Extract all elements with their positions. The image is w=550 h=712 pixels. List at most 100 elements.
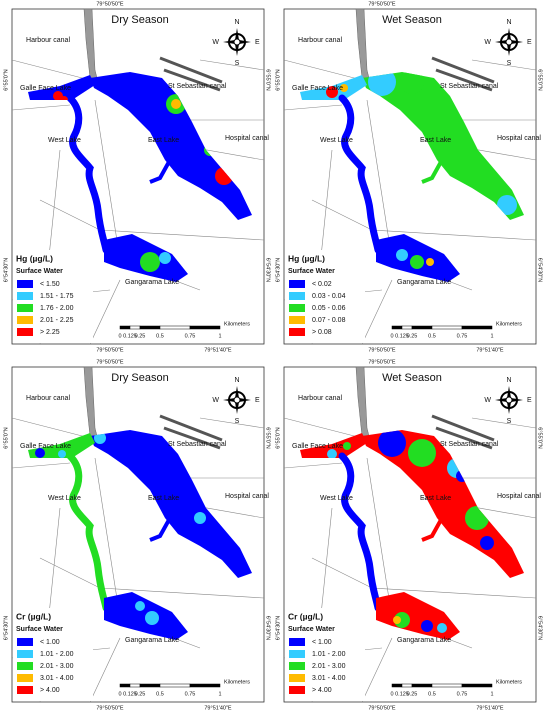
- concentration-zone: [426, 258, 434, 266]
- road: [11, 59, 91, 81]
- coord-label: 6°55'0"N: [275, 427, 281, 448]
- scale-tick: 1: [490, 333, 493, 339]
- compass-letter: N: [234, 19, 239, 26]
- map-panel: Wet Season 79°50'50"E 79°50'50"E 79°51'40"E…: [275, 359, 542, 711]
- hospital-canal: [149, 517, 172, 542]
- scale-segment: [159, 325, 191, 330]
- legend-subtitle: Surface Water: [16, 626, 63, 633]
- compass-center: [505, 396, 513, 404]
- legend-label: > 0.08: [312, 329, 332, 336]
- compass-center: [505, 38, 513, 46]
- coord-label: 6°54'30"N: [275, 258, 281, 282]
- place-label: Galle Face Lake: [292, 85, 343, 92]
- scale-tick: 0: [390, 691, 393, 697]
- st-sebastian-canal: [431, 414, 495, 450]
- scale-tick: 0.5: [428, 691, 436, 697]
- concentration-zone: [421, 620, 433, 632]
- legend-title: Hg (µg/L): [288, 253, 325, 263]
- place-label: Hospital canal: [497, 493, 541, 500]
- scale-unit: Kilometers: [496, 679, 522, 685]
- compass-letter: E: [255, 397, 260, 404]
- north-arrow: N E S W: [212, 377, 260, 425]
- coord-label: 79°51'40"E: [476, 347, 504, 353]
- legend-swatch: [289, 292, 305, 300]
- concentration-zone: [408, 439, 436, 467]
- legend-swatch: [17, 304, 33, 312]
- legend-label: 3.01 - 4.00: [312, 675, 346, 682]
- legend-swatch: [289, 686, 305, 694]
- road: [89, 637, 121, 703]
- coord-label: 79°50'50"E: [368, 705, 396, 711]
- compass-letter: W: [212, 39, 219, 46]
- place-label: West Lake: [48, 137, 81, 144]
- scale-tick: 0.125: [123, 333, 137, 339]
- scale-unit: Kilometers: [496, 321, 522, 327]
- place-label: Galle Face Lake: [20, 85, 71, 92]
- legend-swatch: [289, 280, 305, 288]
- north-arrow: N E S W: [484, 19, 532, 67]
- legend-swatch: [289, 662, 305, 670]
- coord-label: 6°54'30"N: [3, 258, 9, 282]
- scale-tick: 1: [218, 691, 221, 697]
- hospital-canal: [421, 159, 444, 184]
- road: [199, 417, 265, 429]
- scale-segment: [431, 325, 463, 330]
- place-label: St Sebastian canal: [168, 83, 227, 90]
- west-lake: [338, 94, 382, 254]
- map-panel: Dry Season 79°50'50"E 79°50'50"E 79°51'40"E…: [3, 1, 270, 353]
- place-label: East Lake: [148, 137, 179, 144]
- compass-letter: S: [507, 418, 512, 425]
- coord-label: 6°54'30"N: [3, 616, 9, 640]
- west-lake: [66, 94, 110, 254]
- scale-segment: [159, 683, 191, 688]
- road: [283, 417, 363, 439]
- legend-label: > 4.00: [312, 687, 332, 694]
- place-label: St Sebastian canal: [440, 83, 499, 90]
- compass-letter: W: [484, 39, 491, 46]
- concentration-zone: [58, 450, 66, 458]
- map-panel: Wet Season 79°50'50"E 79°50'50"E 79°51'40"E…: [275, 1, 542, 353]
- legend-swatch: [289, 650, 305, 658]
- scale-tick: 0: [118, 333, 121, 339]
- scale-segment: [119, 683, 131, 688]
- concentration-zone: [135, 601, 145, 611]
- legend-label: 1.01 - 2.00: [312, 651, 346, 658]
- legend-subtitle: Surface Water: [288, 268, 335, 275]
- concentration-zones: [35, 432, 206, 625]
- scale-tick: 0.25: [135, 333, 146, 339]
- place-label: Hospital canal: [225, 493, 269, 500]
- coord-label: 79°50'50"E: [96, 347, 124, 353]
- place-label: Hospital canal: [497, 135, 541, 142]
- concentration-zones: [327, 430, 494, 633]
- legend-label: 2.01 - 3.00: [312, 663, 346, 670]
- legend-swatch: [17, 662, 33, 670]
- legend-label: 1.01 - 2.00: [40, 651, 74, 658]
- compass-letter: W: [484, 397, 491, 404]
- place-label: Harbour canal: [26, 37, 70, 44]
- legend-label: < 1.00: [312, 639, 332, 646]
- north-arrow: N E S W: [484, 377, 532, 425]
- scale-tick: 0.75: [457, 333, 468, 339]
- east-lake: [362, 72, 524, 220]
- scale-segment: [391, 683, 403, 688]
- scale-segment: [119, 325, 131, 330]
- concentration-zone: [159, 252, 171, 264]
- concentration-zone: [378, 430, 406, 457]
- concentration-zone: [497, 195, 517, 215]
- compass-letter: S: [235, 60, 240, 67]
- legend-label: 0.03 - 0.04: [312, 293, 346, 300]
- legend-subtitle: Surface Water: [16, 268, 63, 275]
- place-label: Galle Face Lake: [292, 443, 343, 450]
- legend-swatch: [17, 292, 33, 300]
- coord-label: 79°51'40"E: [476, 705, 504, 711]
- scale-segment: [411, 325, 433, 330]
- st-sebastian-canal: [159, 414, 223, 450]
- scale-segment: [129, 683, 141, 688]
- compass-letter: E: [527, 397, 532, 404]
- map-panel: Dry Season 79°50'50"E 79°50'50"E 79°51'40"E…: [3, 359, 270, 711]
- compass-letter: E: [255, 39, 260, 46]
- legend-swatch: [289, 638, 305, 646]
- compass-letter: N: [506, 19, 511, 26]
- scale-tick: 0.75: [185, 333, 196, 339]
- compass-letter: S: [507, 60, 512, 67]
